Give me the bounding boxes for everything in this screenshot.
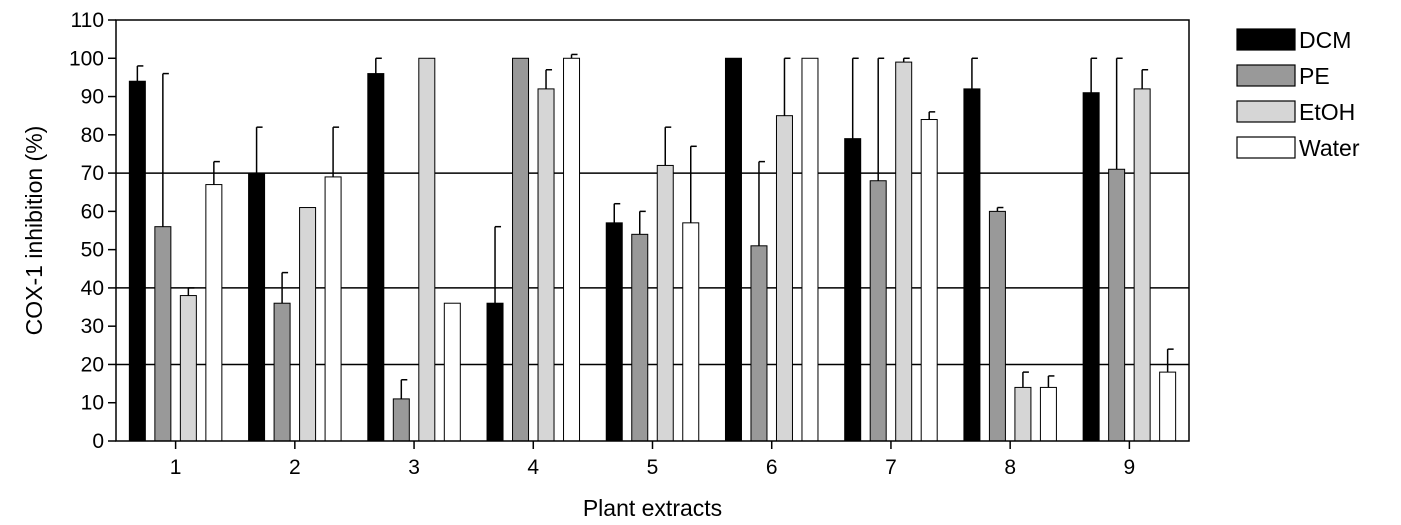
y-tick-label: 0 xyxy=(92,430,104,453)
legend: DCM PE EtOH Water xyxy=(1236,27,1360,161)
error-bars-layer xyxy=(136,53,1174,399)
bars-layer xyxy=(128,57,1177,442)
bar-dcm xyxy=(367,73,385,442)
bar-pe xyxy=(154,226,172,442)
bar-water xyxy=(801,57,819,442)
bar-pe xyxy=(988,210,1006,442)
bar-etoh xyxy=(775,115,793,442)
y-axis-label: COX-1 inhibition (%) xyxy=(21,126,47,336)
legend-swatch-pe xyxy=(1236,64,1296,87)
x-tick-label: 3 xyxy=(408,456,420,479)
bar-dcm xyxy=(1082,92,1100,442)
bar-pe xyxy=(392,398,410,442)
bar-dcm xyxy=(248,172,266,442)
bar-water xyxy=(1039,386,1057,442)
x-tick-label: 4 xyxy=(527,456,539,479)
x-tick-label: 1 xyxy=(170,456,182,479)
bar-dcm xyxy=(844,138,862,442)
y-tick-label: 60 xyxy=(81,200,104,223)
bar-etoh xyxy=(418,57,436,442)
x-tick-label: 5 xyxy=(647,456,659,479)
y-tick-label: 70 xyxy=(81,162,104,185)
y-tick-label: 80 xyxy=(81,124,104,147)
bar-pe xyxy=(1108,168,1126,442)
bar-water xyxy=(920,119,938,442)
y-tick-label: 90 xyxy=(81,86,104,109)
bar-etoh xyxy=(1133,88,1151,442)
legend-swatch-water xyxy=(1236,136,1296,159)
legend-label-etoh: EtOH xyxy=(1299,99,1355,125)
x-axis-label: Plant extracts xyxy=(583,495,722,521)
bar-etoh xyxy=(895,61,913,442)
bar-water xyxy=(1159,371,1177,442)
x-tick-label: 7 xyxy=(885,456,897,479)
legend-label-dcm: DCM xyxy=(1299,27,1351,53)
y-tick-label: 100 xyxy=(69,47,104,70)
bar-pe xyxy=(512,57,530,442)
y-axis: 0 10 20 30 40 50 60 70 80 90 100 110 xyxy=(69,9,116,453)
y-tick-label: 50 xyxy=(81,239,104,262)
bar-water xyxy=(563,57,581,442)
bar-water xyxy=(324,176,342,442)
y-tick-label: 40 xyxy=(81,277,104,300)
reference-lines xyxy=(116,172,1189,366)
y-tick-label: 10 xyxy=(81,392,104,415)
bar-pe xyxy=(869,180,887,442)
bar-pe xyxy=(273,302,291,442)
bar-water xyxy=(205,184,223,442)
bar-water xyxy=(443,302,461,442)
bar-etoh xyxy=(537,88,555,442)
y-tick-label: 110 xyxy=(71,9,104,32)
bar-etoh xyxy=(1014,386,1032,442)
x-tick-label: 8 xyxy=(1004,456,1016,479)
bar-dcm xyxy=(128,80,146,442)
x-axis: 1 2 3 4 5 6 7 8 9 xyxy=(170,441,1135,479)
x-tick-label: 9 xyxy=(1124,456,1136,479)
legend-label-pe: PE xyxy=(1299,63,1330,89)
legend-label-water: Water xyxy=(1299,135,1360,161)
bar-etoh xyxy=(179,295,197,442)
y-tick-label: 30 xyxy=(81,315,104,338)
bar-pe xyxy=(750,245,768,442)
x-tick-label: 2 xyxy=(289,456,301,479)
bar-dcm xyxy=(605,222,623,442)
x-tick-label: 6 xyxy=(766,456,778,479)
legend-swatch-dcm xyxy=(1236,28,1296,51)
y-tick-label: 20 xyxy=(81,353,104,376)
bar-etoh xyxy=(299,207,317,442)
bar-dcm xyxy=(963,88,981,442)
bar-dcm xyxy=(486,302,504,442)
legend-swatch-etoh xyxy=(1236,100,1296,123)
bar-pe xyxy=(631,233,649,442)
bar-etoh xyxy=(656,164,674,442)
bar-water xyxy=(682,222,700,442)
bar-dcm xyxy=(724,57,742,442)
